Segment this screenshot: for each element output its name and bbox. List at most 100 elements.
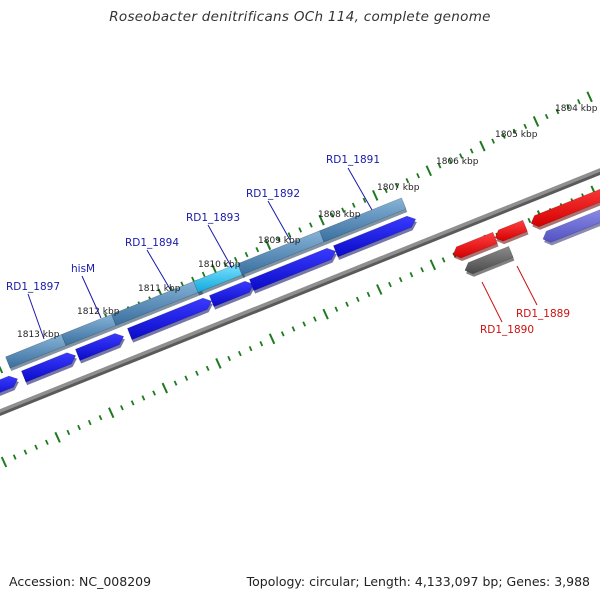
minor-tick (341, 207, 345, 213)
major-tick (264, 239, 272, 251)
major-tick (54, 431, 61, 443)
minor-tick (248, 345, 253, 352)
minor-tick (398, 276, 403, 283)
scale-label: 1804 kbp (555, 104, 598, 114)
major-tick (0, 456, 8, 468)
minor-tick (512, 128, 517, 134)
genome-backbone (0, 168, 600, 416)
major-tick (322, 308, 329, 320)
minor-tick (469, 148, 474, 154)
major-tick (479, 140, 486, 152)
feature-track (0, 188, 600, 397)
major-tick (372, 189, 379, 201)
minor-tick (416, 173, 420, 179)
cds-left-partial (0, 375, 19, 397)
minor-tick (77, 424, 81, 431)
gene-label[interactable]: RD1_1892 (246, 188, 300, 200)
minor-tick (184, 375, 189, 381)
feature-rd1-1889 (542, 209, 600, 246)
major-tick (376, 284, 383, 295)
major-tick (532, 116, 540, 127)
cds-rd1-1893 (209, 280, 255, 310)
minor-tick (334, 306, 339, 312)
minor-tick (87, 419, 92, 426)
feature-rd1-1891 (319, 197, 408, 245)
minor-tick (223, 261, 227, 268)
gene-leader-line (516, 265, 538, 306)
minor-tick (23, 449, 28, 455)
minor-tick (459, 153, 463, 159)
minor-tick (227, 355, 232, 362)
minor-tick (120, 405, 124, 411)
minor-tick (523, 123, 528, 130)
minor-tick (173, 380, 178, 386)
minor-tick (405, 177, 410, 184)
minor-tick (287, 232, 292, 238)
cds-rd1-1890 (452, 231, 499, 262)
gene-leader-line (267, 200, 291, 241)
backbone-line (0, 168, 600, 413)
gene-label[interactable]: RD1_1893 (186, 212, 240, 224)
gene-label[interactable]: RD1_1890 (480, 324, 534, 336)
scale-label: 1809 kbp (258, 236, 301, 246)
minor-tick (191, 276, 195, 282)
minor-tick (441, 257, 446, 263)
minor-tick (313, 316, 317, 322)
minor-tick (244, 251, 249, 258)
gene-label[interactable]: RD1_1894 (125, 237, 179, 249)
minor-tick (420, 267, 424, 273)
minor-tick (384, 187, 388, 194)
scale-label: 1811 kbp (138, 284, 181, 294)
cds-hism (75, 333, 125, 364)
major-tick (318, 214, 325, 226)
minor-tick (12, 454, 17, 460)
minor-tick (238, 350, 242, 357)
feature-rd1-1893 (193, 262, 246, 296)
minor-tick (362, 197, 367, 203)
gene-leader-line (481, 281, 503, 323)
minor-tick (555, 108, 560, 115)
scale-label: 1807 kbp (377, 183, 420, 193)
scale-label: 1806 kbp (436, 157, 479, 167)
gene-leader-line (27, 293, 45, 340)
feature-rd1-1890 (464, 245, 515, 277)
minor-tick (566, 103, 571, 110)
minor-tick (491, 138, 495, 144)
minor-tick (152, 390, 156, 396)
major-tick (586, 91, 593, 103)
gene-leader-line (146, 249, 171, 290)
minor-tick (98, 414, 103, 421)
minor-tick (501, 133, 506, 139)
scale-label: 1805 kbp (495, 130, 538, 140)
gene-label[interactable]: RD1_1891 (326, 154, 380, 166)
major-tick (0, 365, 4, 374)
scale-label: 1810 kbp (198, 260, 241, 270)
major-tick (268, 333, 276, 345)
gene-leader-line (81, 275, 102, 319)
minor-tick (437, 163, 442, 169)
minor-tick (388, 281, 392, 288)
minor-tick (298, 227, 303, 233)
gene-label[interactable]: RD1_1889 (516, 308, 570, 320)
major-tick (161, 382, 169, 394)
minor-tick (394, 182, 399, 189)
minor-tick (351, 202, 356, 208)
cds-rd1-1891 (333, 215, 417, 260)
page-title: Roseobacter denitrificans OCh 114, compl… (109, 9, 491, 25)
minor-tick (130, 400, 135, 406)
minor-tick (291, 326, 296, 332)
minor-tick (577, 99, 581, 105)
minor-tick (409, 272, 414, 278)
minor-tick (355, 296, 360, 302)
gene-label[interactable]: hisM (71, 263, 95, 275)
gene-label[interactable]: RD1_1897 (6, 281, 60, 293)
gene-leader-line (207, 224, 233, 269)
major-tick (108, 407, 115, 419)
minor-tick (45, 439, 49, 445)
backbone-shadow (0, 169, 600, 416)
minor-tick (330, 212, 335, 218)
minor-tick (366, 291, 371, 298)
gene-leader-line (347, 167, 373, 211)
